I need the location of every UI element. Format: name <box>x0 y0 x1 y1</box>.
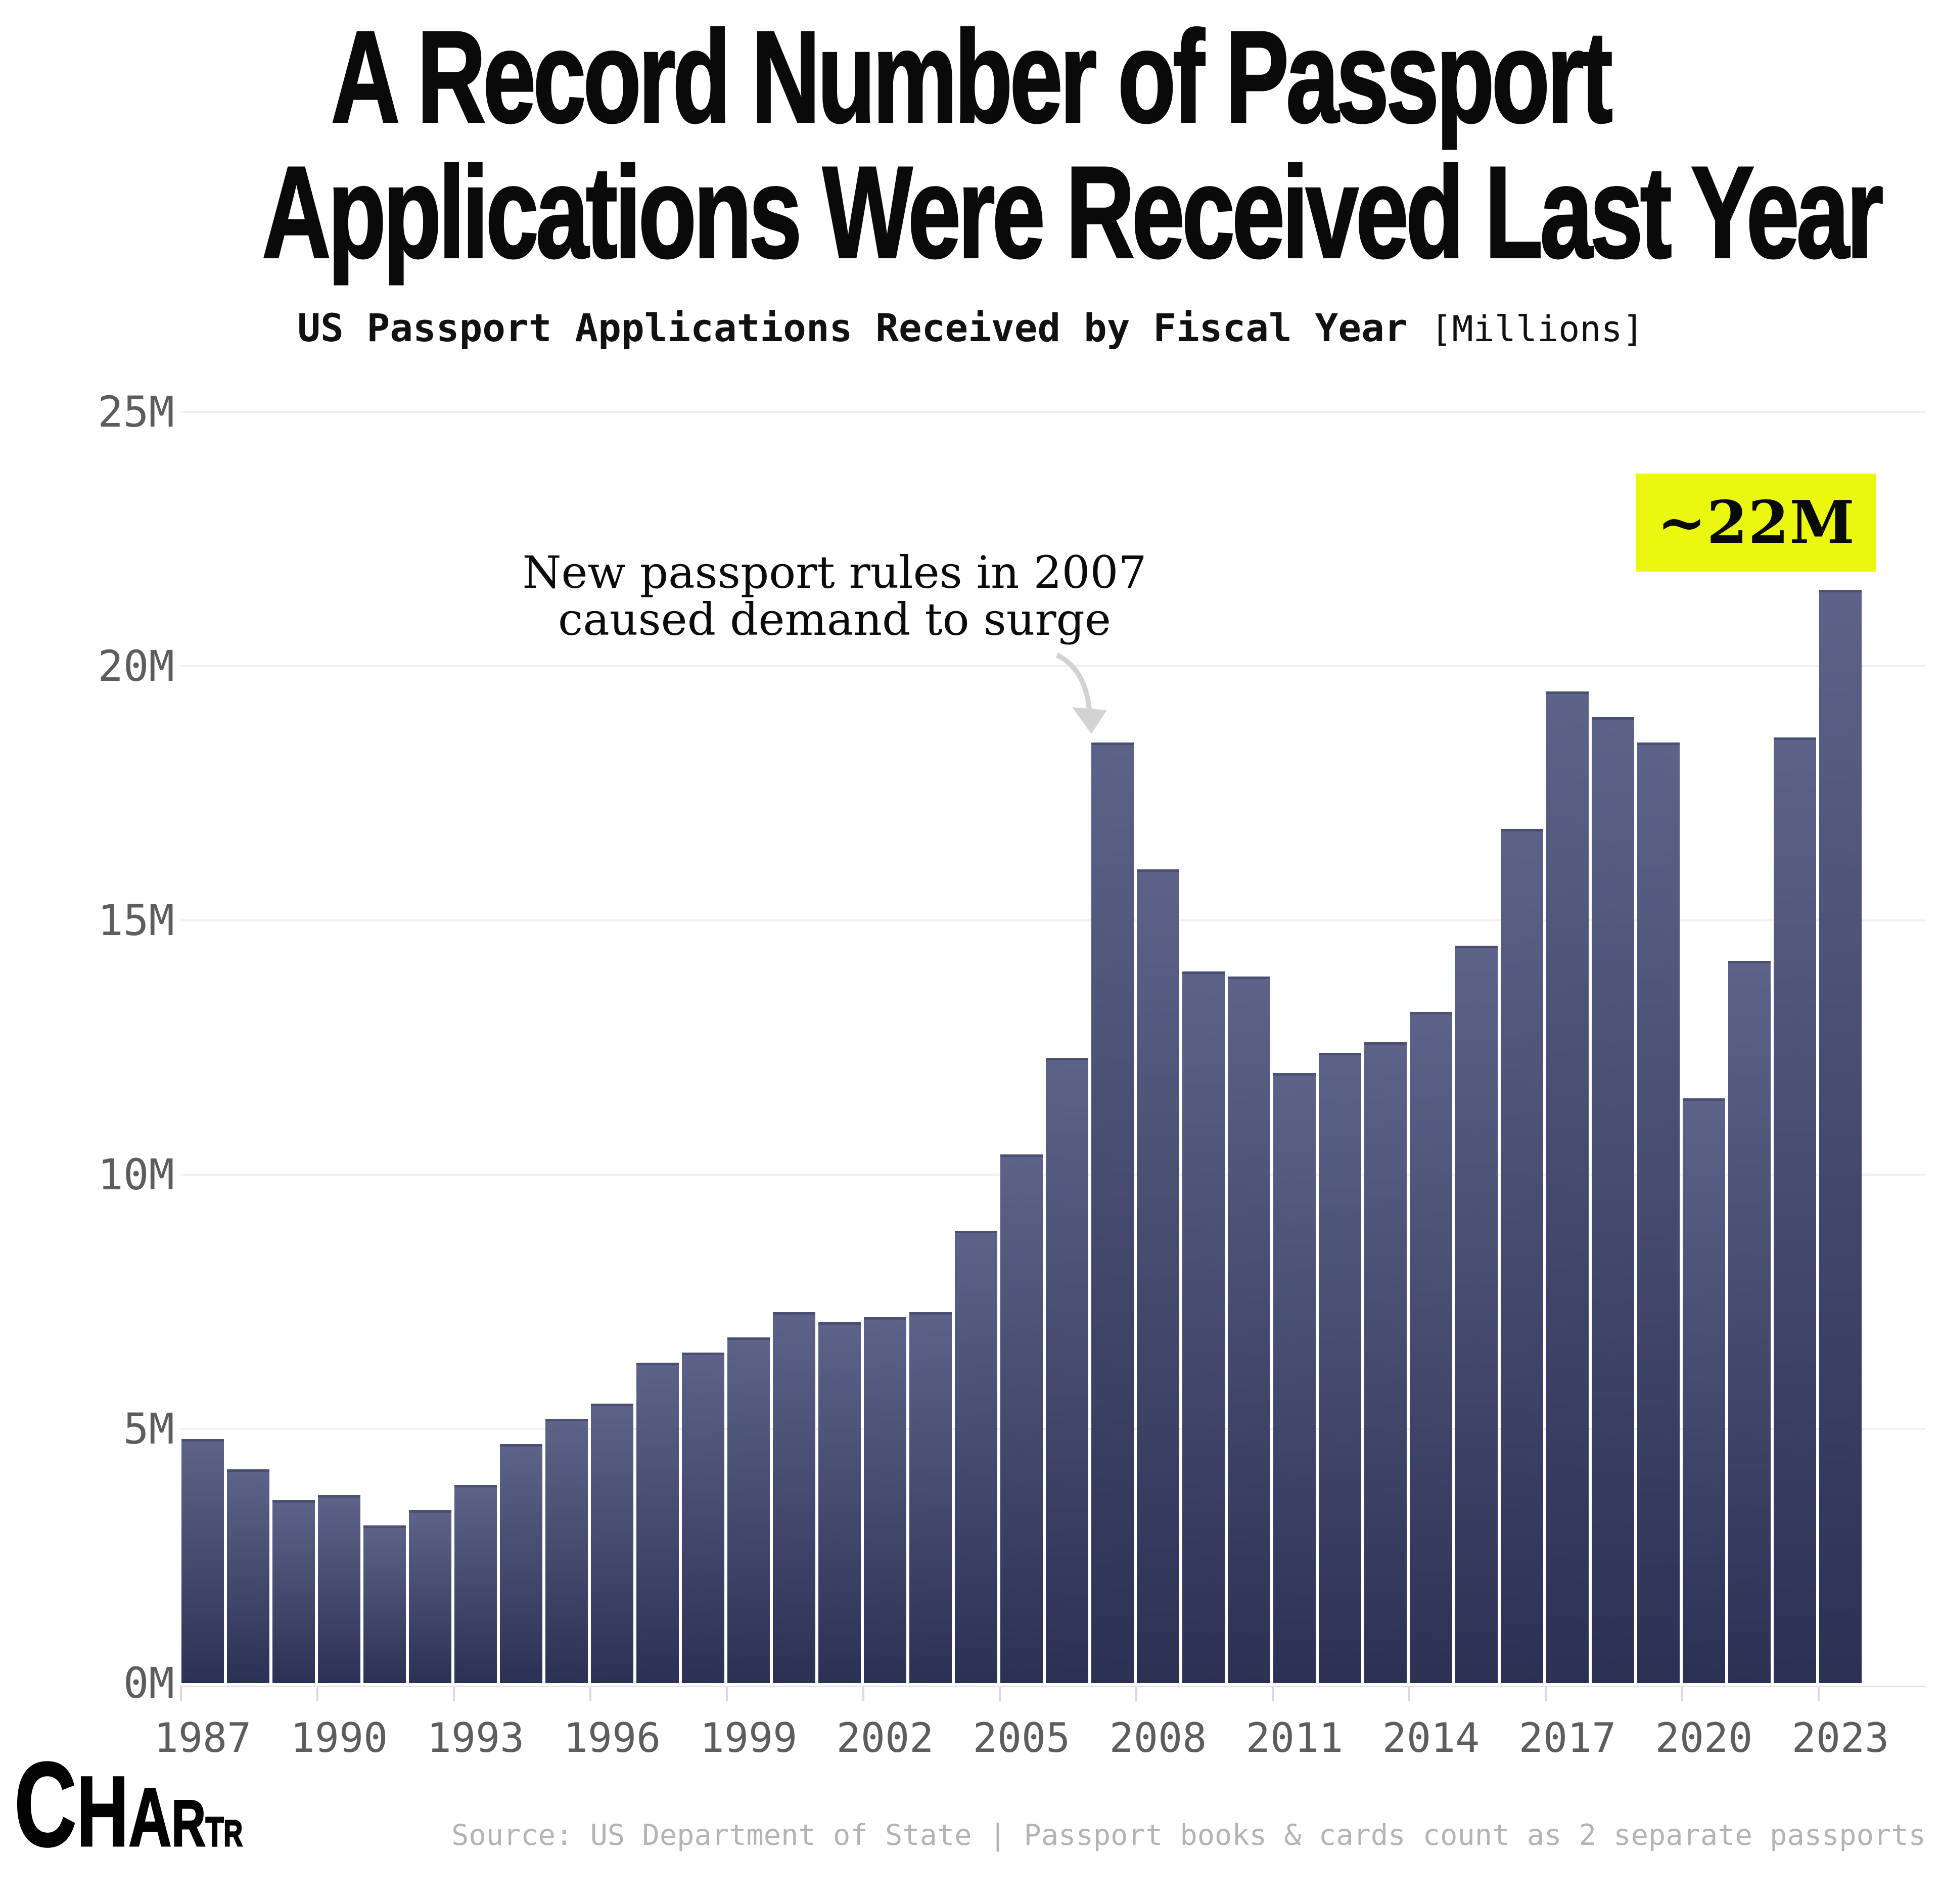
x-axis-label-1996: 1996 <box>563 1714 661 1761</box>
bar-2004 <box>955 1230 997 1683</box>
bar-2011 <box>1273 1073 1316 1683</box>
bar-2006 <box>1046 1057 1088 1683</box>
subtitle-unit: [Millions] <box>1430 308 1644 350</box>
bar-2012 <box>1319 1052 1361 1683</box>
x-axis-label-2020: 2020 <box>1655 1714 1753 1761</box>
title-line-2: Applications Were Received Last Year <box>261 139 1884 286</box>
bar-2017 <box>1546 691 1589 1683</box>
x-axis-label-2008: 2008 <box>1109 1714 1207 1761</box>
x-axis-tick-2005 <box>999 1687 1001 1701</box>
bar-2016 <box>1501 828 1543 1683</box>
y-axis-label-15M: 15M <box>98 896 174 945</box>
x-axis-tick-2008 <box>1135 1687 1137 1701</box>
bar-2013 <box>1364 1042 1407 1683</box>
bar-1992 <box>409 1510 451 1683</box>
chart-annotation: New passport rules in 2007 caused demand… <box>329 549 1340 643</box>
title-line-1: A Record Number of Passport <box>331 4 1614 150</box>
y-axis-label-5M: 5M <box>123 1404 174 1454</box>
x-axis-label-2005: 2005 <box>973 1714 1071 1761</box>
chart-subtitle: US Passport Applications Received by Fis… <box>0 305 1941 350</box>
bar-2005 <box>1000 1154 1043 1683</box>
gridline-20M <box>180 665 1926 667</box>
bar-2014 <box>1410 1012 1452 1683</box>
bar-2009 <box>1182 971 1225 1683</box>
bar-2000 <box>773 1312 815 1683</box>
x-axis-label-2023: 2023 <box>1791 1714 1889 1761</box>
bar-2018 <box>1592 717 1634 1683</box>
annotation-line-1: New passport rules in 2007 <box>522 546 1147 598</box>
bar-2002 <box>864 1317 906 1683</box>
bar-1998 <box>682 1353 724 1683</box>
x-axis-tick-1990 <box>316 1687 318 1701</box>
x-axis-tick-2023 <box>1818 1687 1820 1701</box>
bar-2019 <box>1637 742 1680 1683</box>
x-axis-tick-2020 <box>1681 1687 1683 1701</box>
bar-2008 <box>1137 869 1179 1683</box>
x-axis-label-1993: 1993 <box>427 1714 525 1761</box>
chartr-logo: CHARTR <box>14 1744 243 1868</box>
x-axis-tick-1996 <box>589 1687 591 1701</box>
annotation-line-2: caused demand to surge <box>558 593 1111 646</box>
logo-letter-r-5: R <box>223 1813 243 1855</box>
bar-1993 <box>454 1484 497 1683</box>
bar-1988 <box>227 1469 269 1683</box>
x-axis-label-2002: 2002 <box>836 1714 934 1761</box>
bar-1996 <box>591 1403 633 1683</box>
bar-2010 <box>1228 976 1270 1683</box>
y-axis-label-0M: 0M <box>123 1658 174 1708</box>
bar-2001 <box>818 1322 861 1683</box>
x-axis-label-2014: 2014 <box>1382 1714 1480 1761</box>
bar-1995 <box>545 1418 588 1683</box>
x-axis-label-1987: 1987 <box>154 1714 252 1761</box>
bar-2003 <box>909 1312 952 1683</box>
x-axis-tick-2002 <box>862 1687 864 1701</box>
y-axis-label-20M: 20M <box>98 641 174 691</box>
subtitle-text: US Passport Applications Received by Fis… <box>297 305 1408 350</box>
x-axis-tick-1999 <box>726 1687 728 1701</box>
x-axis-tick-2017 <box>1545 1687 1547 1701</box>
source-note: Source: US Department of State | Passpor… <box>451 1819 1926 1852</box>
logo-letter-h-1: H <box>76 1755 129 1868</box>
bar-1991 <box>363 1525 406 1683</box>
bar-2021 <box>1728 961 1771 1683</box>
x-axis-label-2017: 2017 <box>1518 1714 1616 1761</box>
y-axis-label-10M: 10M <box>98 1150 174 1199</box>
logo-letter-t-4: T <box>205 1808 224 1856</box>
x-axis-label-1999: 1999 <box>700 1714 798 1761</box>
bar-2023 <box>1819 590 1862 1683</box>
bar-1994 <box>500 1444 542 1683</box>
page-title: A Record Number of Passport Applications… <box>261 4 1884 286</box>
bar-1997 <box>636 1363 679 1683</box>
x-axis-tick-2014 <box>1408 1687 1410 1701</box>
bar-1987 <box>181 1439 224 1683</box>
x-axis-tick-1993 <box>453 1687 455 1701</box>
bar-1989 <box>272 1500 315 1683</box>
y-axis-label-25M: 25M <box>98 387 174 437</box>
logo-letter-c-0: C <box>14 1738 77 1872</box>
bar-2020 <box>1683 1098 1725 1683</box>
x-axis-line <box>180 1686 1926 1687</box>
gridline-25M <box>180 411 1926 413</box>
record-value-badge: ~22M <box>1636 474 1876 572</box>
logo-letter-r-3: R <box>171 1786 206 1861</box>
logo-letter-a-2: A <box>128 1771 172 1865</box>
x-axis-label-1990: 1990 <box>290 1714 388 1761</box>
x-axis-tick-1987 <box>180 1687 182 1701</box>
gridline-15M <box>180 919 1926 921</box>
bar-1999 <box>727 1337 770 1683</box>
bar-2022 <box>1774 737 1816 1683</box>
bar-2007 <box>1091 742 1134 1683</box>
bar-1990 <box>318 1495 360 1683</box>
x-axis-label-2011: 2011 <box>1245 1714 1344 1761</box>
bar-2015 <box>1455 946 1498 1683</box>
x-axis-tick-2011 <box>1272 1687 1274 1701</box>
